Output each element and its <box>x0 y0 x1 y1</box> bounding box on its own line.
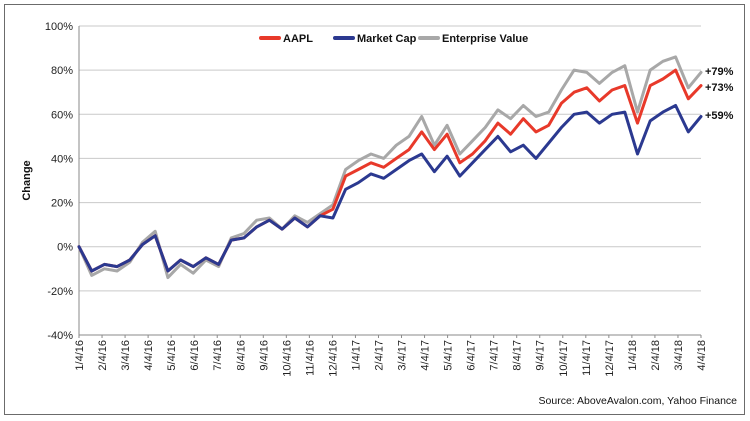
x-tick-label: 7/4/17 <box>489 340 501 371</box>
chart-svg: -40% -20% 0% 20% 40% 60% 80% 100% 1/4/16 2/4/16 3/… <box>21 21 738 407</box>
end-label-enterprise-value: +79% <box>705 66 734 78</box>
x-tick-label: 4/4/18 <box>696 340 708 371</box>
grid-lines <box>79 25 701 336</box>
x-tick-label: 4/4/16 <box>143 340 155 371</box>
x-tick-label: 10/4/16 <box>281 340 293 377</box>
legend: AAPL Market Cap Enterprise Value <box>259 33 528 45</box>
x-tick-label: 8/4/17 <box>512 340 524 371</box>
x-tick-label: 1/4/17 <box>350 340 362 371</box>
series-lines <box>77 55 703 280</box>
legend-label: Market Cap <box>357 33 417 45</box>
series-line-enterprise-value <box>77 55 703 280</box>
x-tick-label: 1/4/16 <box>74 340 86 371</box>
x-tick-label: 9/4/16 <box>258 340 270 371</box>
y-axis-title: Change <box>21 160 33 200</box>
x-tick-label: 10/4/17 <box>558 340 570 377</box>
end-labels: +73% +59% +79% <box>705 66 734 122</box>
series-line-aapl <box>77 68 703 273</box>
x-tick-label: 2/4/16 <box>97 340 109 371</box>
x-tick-label: 6/4/17 <box>466 340 478 371</box>
x-tick-label: 5/4/16 <box>166 340 178 371</box>
x-tick-label: 8/4/16 <box>235 340 247 371</box>
x-tick-label: 3/4/18 <box>673 340 685 371</box>
legend-label: AAPL <box>283 33 313 45</box>
x-tick-label: 11/4/17 <box>581 340 593 376</box>
x-tick-label: 6/4/16 <box>189 340 201 371</box>
y-tick-label: 80% <box>51 65 73 77</box>
y-tick-label: -40% <box>47 330 73 342</box>
chart-frame: -40% -20% 0% 20% 40% 60% 80% 100% 1/4/16 2/4/16 3/… <box>4 4 745 415</box>
x-tick-label: 1/4/18 <box>627 340 639 371</box>
y-tick-label: 60% <box>51 109 73 121</box>
end-label-market-cap: +59% <box>705 110 734 122</box>
x-tick-label: 12/4/17 <box>604 340 616 377</box>
x-tick-label: 7/4/16 <box>212 340 224 371</box>
x-tick-label: 3/4/17 <box>397 340 409 371</box>
legend-label: Enterprise Value <box>442 33 528 45</box>
x-tick-label: 12/4/16 <box>327 340 339 377</box>
y-tick-label: 40% <box>51 153 73 165</box>
x-tick-label: 4/4/17 <box>420 340 432 371</box>
y-tick-label: 20% <box>51 198 73 210</box>
series-line-market-cap <box>77 104 703 273</box>
x-tick-label: 5/4/17 <box>443 340 455 371</box>
axes: -40% -20% 0% 20% 40% 60% 80% 100% 1/4/16 2/4/16 3/… <box>45 21 708 377</box>
x-tick-label: 3/4/16 <box>120 340 132 371</box>
end-label-aapl: +73% <box>705 82 734 94</box>
x-tick-label: 11/4/16 <box>304 340 316 376</box>
y-tick-label: 0% <box>57 242 73 254</box>
source-note: Source: AboveAvalon.com, Yahoo Finance <box>539 395 738 407</box>
x-tick-label: 2/4/17 <box>373 340 385 371</box>
y-tick-label: 100% <box>45 21 73 33</box>
x-tick-label: 9/4/17 <box>535 340 547 371</box>
x-tick-label: 2/4/18 <box>650 340 662 371</box>
y-tick-label: -20% <box>47 286 73 298</box>
